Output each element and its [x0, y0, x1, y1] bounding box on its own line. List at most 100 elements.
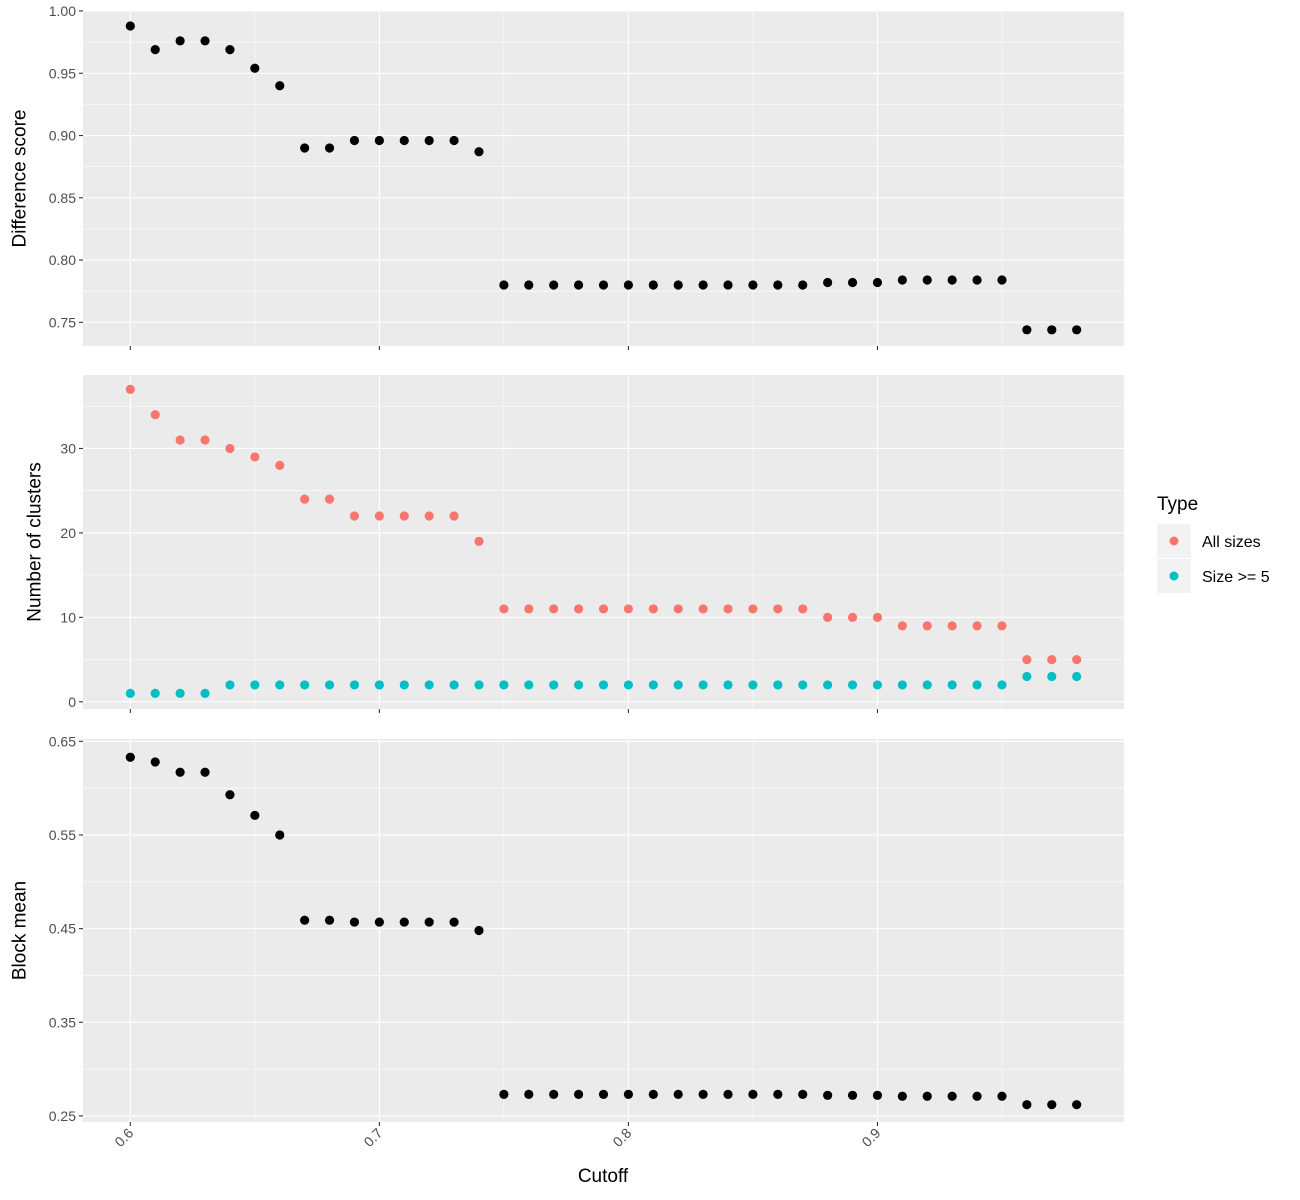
data-point — [698, 680, 708, 690]
data-point — [374, 511, 384, 521]
data-point — [798, 280, 808, 290]
data-point — [947, 1091, 957, 1101]
data-point — [474, 147, 484, 157]
data-point — [598, 680, 609, 690]
data-point — [324, 143, 335, 153]
data-point — [449, 680, 459, 690]
data-point — [225, 680, 235, 690]
y-axis-title-difference-score: Difference score — [10, 110, 31, 248]
data-point — [150, 45, 160, 55]
data-point — [723, 604, 733, 614]
y-tick-label: 20 — [60, 525, 76, 541]
x-tick-label: 0.7 — [360, 1125, 385, 1150]
y-tick-label: 10 — [60, 609, 76, 625]
y-tick-label: 0.80 — [49, 252, 76, 268]
data-point — [125, 384, 135, 394]
data-point — [773, 280, 783, 290]
y-axis-title-number-of-clusters: Number of clusters — [25, 462, 46, 621]
data-point — [349, 511, 360, 521]
panel-difference-score: 0.75 0.80 0.85 0.90 0.95 1.00 Difference score — [10, 3, 1124, 350]
data-point — [1072, 325, 1082, 335]
data-point — [275, 81, 285, 91]
data-point — [972, 621, 982, 631]
data-point — [424, 680, 434, 690]
y-tick-label: 0.75 — [49, 314, 76, 330]
data-point — [947, 275, 957, 285]
data-point — [648, 604, 658, 614]
data-point — [872, 277, 883, 288]
data-point — [698, 1089, 708, 1099]
data-point — [648, 280, 658, 290]
data-point — [499, 280, 509, 290]
data-point — [947, 680, 957, 690]
legend-title: Type — [1157, 494, 1198, 515]
data-point — [424, 917, 434, 927]
panel-block-mean: 0.25 0.35 0.45 0.55 0.65 0.6 0.7 0.8 0.9 Block me… — [10, 733, 1124, 1150]
data-point — [349, 917, 360, 927]
legend-key-size-ge-5 — [1169, 571, 1179, 581]
data-point — [1072, 654, 1082, 665]
data-point — [125, 21, 135, 31]
data-point — [1047, 654, 1057, 665]
data-point — [648, 680, 658, 690]
data-point — [922, 1091, 932, 1101]
data-point — [997, 275, 1007, 285]
data-point — [698, 604, 708, 614]
legend-key-all-sizes — [1169, 536, 1179, 546]
data-point — [573, 680, 584, 690]
data-point — [922, 680, 932, 690]
data-point — [872, 612, 883, 622]
data-point — [275, 680, 285, 690]
data-point — [897, 1091, 907, 1101]
data-point — [823, 680, 833, 690]
data-point — [125, 752, 135, 762]
data-point — [748, 680, 758, 690]
data-point — [449, 917, 459, 927]
data-point — [200, 767, 210, 777]
data-point — [847, 612, 858, 622]
data-point — [1047, 325, 1057, 335]
data-point — [897, 275, 907, 285]
panel-background-difference-score — [83, 11, 1124, 346]
data-point — [150, 688, 160, 698]
data-point — [225, 443, 235, 454]
data-point — [524, 604, 534, 614]
data-point — [175, 36, 185, 46]
data-point — [524, 280, 534, 290]
data-point — [872, 680, 883, 690]
data-point — [1022, 325, 1032, 335]
data-point — [200, 435, 210, 445]
x-axis-title: Cutoff — [578, 1166, 629, 1187]
data-point — [499, 1089, 509, 1099]
data-point — [947, 621, 957, 631]
data-point — [324, 915, 335, 925]
data-point — [1072, 671, 1082, 682]
data-point — [773, 604, 783, 614]
data-point — [474, 925, 484, 936]
data-point — [922, 621, 932, 631]
data-point — [823, 277, 833, 288]
data-point — [499, 604, 509, 614]
data-point — [1047, 1100, 1057, 1110]
data-point — [349, 680, 360, 690]
series-number-of-clusters-1 — [125, 671, 1082, 698]
data-point — [399, 135, 409, 146]
data-point — [598, 280, 609, 290]
data-point — [1022, 671, 1032, 682]
data-point — [773, 1089, 783, 1099]
data-point — [598, 604, 609, 614]
panel-background-block-mean — [83, 739, 1124, 1122]
y-tick-label: 0.95 — [49, 65, 76, 81]
data-point — [698, 280, 708, 290]
data-point — [424, 511, 434, 521]
data-point — [549, 680, 559, 690]
data-point — [175, 435, 185, 445]
data-point — [250, 452, 260, 462]
data-point — [972, 275, 982, 285]
data-point — [573, 280, 584, 290]
y-tick-label: 0.85 — [49, 190, 76, 206]
legend-label-all-sizes: All sizes — [1202, 534, 1261, 551]
data-point — [847, 277, 858, 288]
y-tick-label: 0.45 — [49, 921, 76, 937]
